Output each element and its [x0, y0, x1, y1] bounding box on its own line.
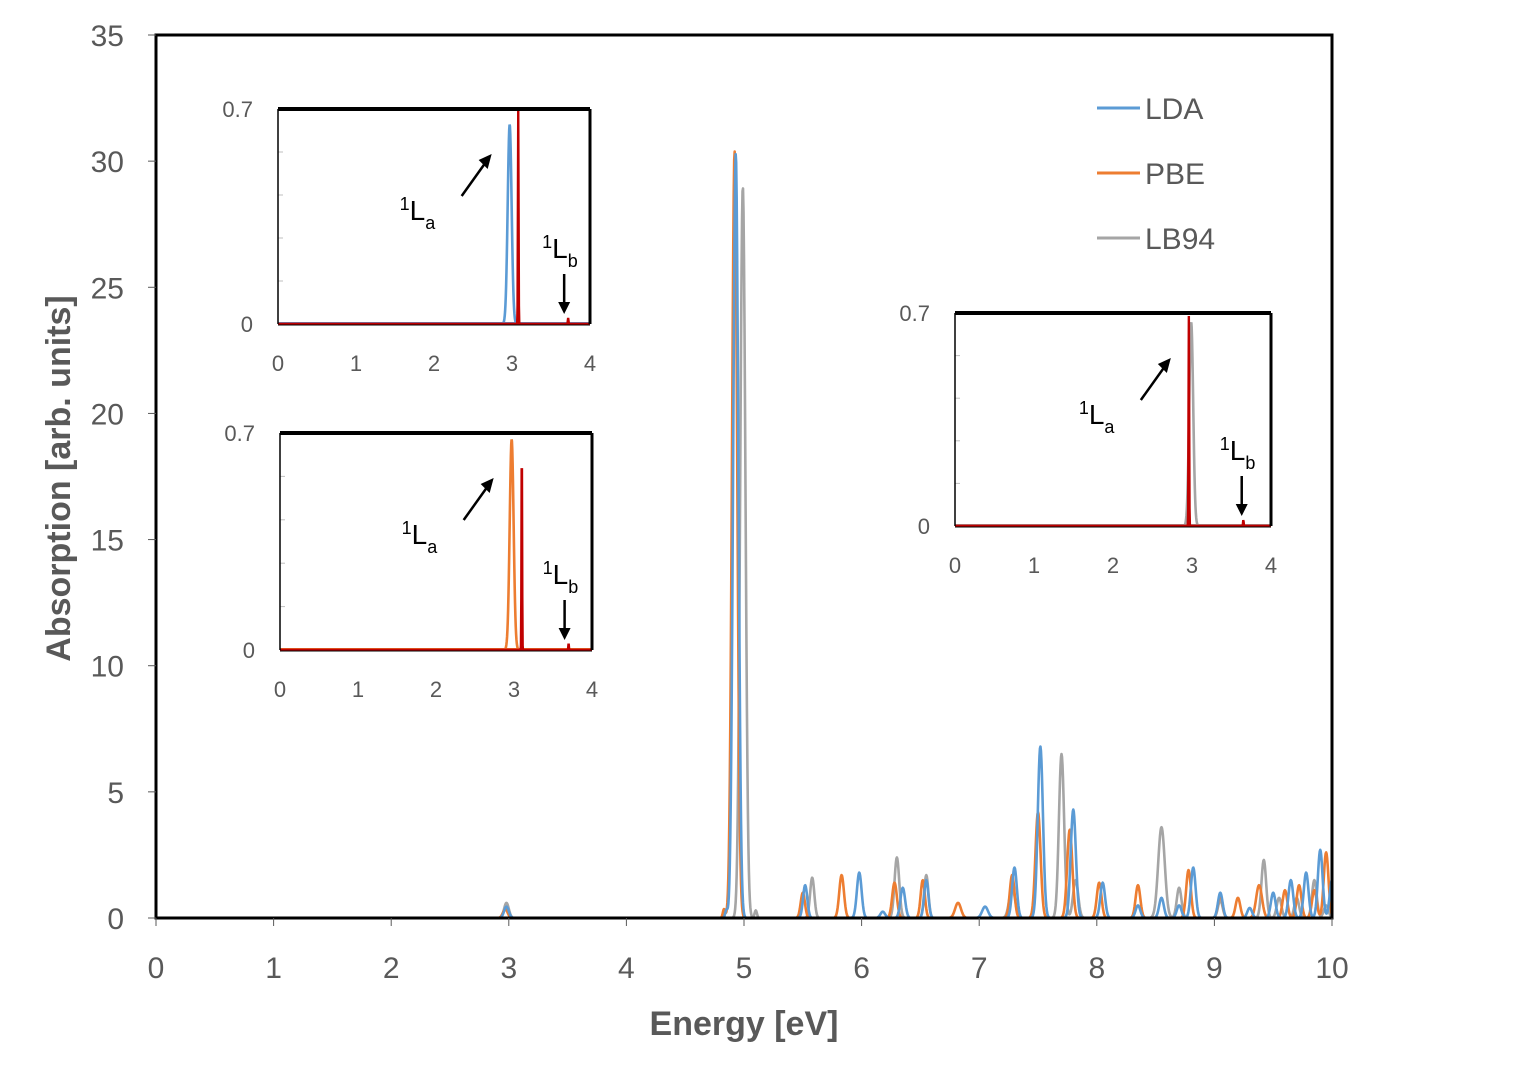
- arrow-1La-shaft: [460, 160, 488, 197]
- annotation-1Lb-base: L: [552, 233, 568, 264]
- inset-x-tick-label: 3: [506, 351, 518, 376]
- legend-label-lb94: LB94: [1145, 223, 1215, 256]
- legend: LDA PBE LB94: [1097, 93, 1215, 256]
- annotation-1La-base: L: [1089, 399, 1105, 430]
- inset-x-tick-label: 0: [949, 553, 961, 578]
- arrow-1La-head: [1157, 358, 1171, 373]
- inset-peak-reference-1lb: [955, 519, 1271, 528]
- inset-y-tick-label: 0.7: [222, 97, 253, 122]
- annotation-1La: 1La: [402, 518, 439, 557]
- inset-background: [280, 433, 592, 650]
- inset-x-tick-label: 1: [352, 677, 364, 702]
- x-tick-label: 7: [971, 952, 988, 985]
- y-axis-label: Absorption [arb. units]: [40, 295, 78, 661]
- annotation-1Lb-sup: 1: [543, 558, 553, 578]
- y-tick-label: 25: [91, 272, 124, 305]
- annotation-1Lb-sup: 1: [1220, 434, 1230, 454]
- annotation-1La-base: L: [410, 195, 426, 226]
- arrow-1Lb-head: [558, 302, 571, 314]
- inset-y-tick-label: 0.7: [224, 421, 255, 446]
- arrow-1La-head: [478, 154, 492, 169]
- x-tick-label: 8: [1088, 952, 1105, 985]
- annotation-1Lb-sub: b: [568, 251, 578, 271]
- annotation-1La-sup: 1: [402, 518, 412, 538]
- y-tick-label: 15: [91, 525, 124, 558]
- annotation-1La: 1La: [400, 194, 437, 233]
- inset-x-tick-label: 3: [1186, 553, 1198, 578]
- annotation-1La-sub: a: [425, 213, 436, 233]
- y-tick-label: 30: [91, 146, 124, 179]
- arrow-1Lb-head: [1235, 504, 1248, 516]
- x-tick-label: 4: [618, 952, 635, 985]
- x-tick-label: 9: [1206, 952, 1223, 985]
- legend-label-lda: LDA: [1145, 93, 1203, 126]
- x-tick-label: 6: [853, 952, 870, 985]
- x-tick-label: 10: [1315, 952, 1348, 985]
- inset-x-tick-label: 1: [350, 351, 362, 376]
- inset-y-tick-label: 0: [918, 514, 930, 539]
- x-tick-label: 0: [148, 952, 165, 985]
- y-tick-label: 5: [107, 777, 124, 810]
- x-tick-label: 3: [500, 952, 517, 985]
- x-tick-label: 5: [736, 952, 753, 985]
- annotation-1Lb: 1Lb: [1220, 434, 1256, 473]
- annotation-1Lb-base: L: [553, 559, 569, 590]
- annotation-1La-sup: 1: [1079, 398, 1089, 418]
- inset-y-tick-label: 0.7: [899, 301, 930, 326]
- inset-y-tick-label: 0: [243, 638, 255, 663]
- arrow-1La-head: [480, 478, 494, 493]
- annotation-1Lb-base: L: [1230, 435, 1246, 466]
- inset-x-tick-label: 3: [508, 677, 520, 702]
- arrow-1La-shaft: [1139, 364, 1167, 401]
- annotation-1La-sub: a: [427, 537, 438, 557]
- legend-label-pbe: PBE: [1145, 158, 1205, 191]
- arrow-1La-shaft: [462, 484, 490, 521]
- inset-x-tick-label: 2: [428, 351, 440, 376]
- inset-x-tick-label: 4: [584, 351, 596, 376]
- annotation-1Lb-sup: 1: [542, 232, 552, 252]
- arrow-1Lb-head: [558, 628, 571, 640]
- annotation-1Lb: 1Lb: [543, 558, 579, 597]
- inset-background: [955, 313, 1271, 526]
- inset-peak-reference-1lb: [280, 643, 592, 652]
- inset-x-tick-label: 4: [1265, 553, 1277, 578]
- inset-x-tick-label: 0: [272, 351, 284, 376]
- annotation-1La-base: L: [412, 519, 428, 550]
- annotation-1Lb-sub: b: [568, 577, 578, 597]
- x-axis-label: Energy [eV]: [650, 1005, 839, 1043]
- y-tick-label: 0: [107, 903, 124, 936]
- annotation-1La: 1La: [1079, 398, 1116, 437]
- y-tick-label: 20: [91, 398, 124, 431]
- inset-peak-reference-1lb: [278, 317, 590, 326]
- inset-x-tick-label: 0: [274, 677, 286, 702]
- inset-x-tick-label: 2: [1107, 553, 1119, 578]
- y-tick-label: 10: [91, 651, 124, 684]
- annotation-1Lb-sub: b: [1245, 453, 1255, 473]
- inset-background: [278, 109, 590, 324]
- annotation-1La-sub: a: [1104, 417, 1115, 437]
- x-tick-label: 2: [383, 952, 400, 985]
- annotation-1La-sup: 1: [400, 194, 410, 214]
- inset-x-tick-label: 1: [1028, 553, 1040, 578]
- inset-x-tick-label: 2: [430, 677, 442, 702]
- x-tick-label: 1: [265, 952, 282, 985]
- annotation-1Lb: 1Lb: [542, 232, 578, 271]
- inset-x-tick-label: 4: [586, 677, 598, 702]
- inset-y-tick-label: 0: [241, 312, 253, 337]
- y-tick-label: 35: [91, 20, 124, 53]
